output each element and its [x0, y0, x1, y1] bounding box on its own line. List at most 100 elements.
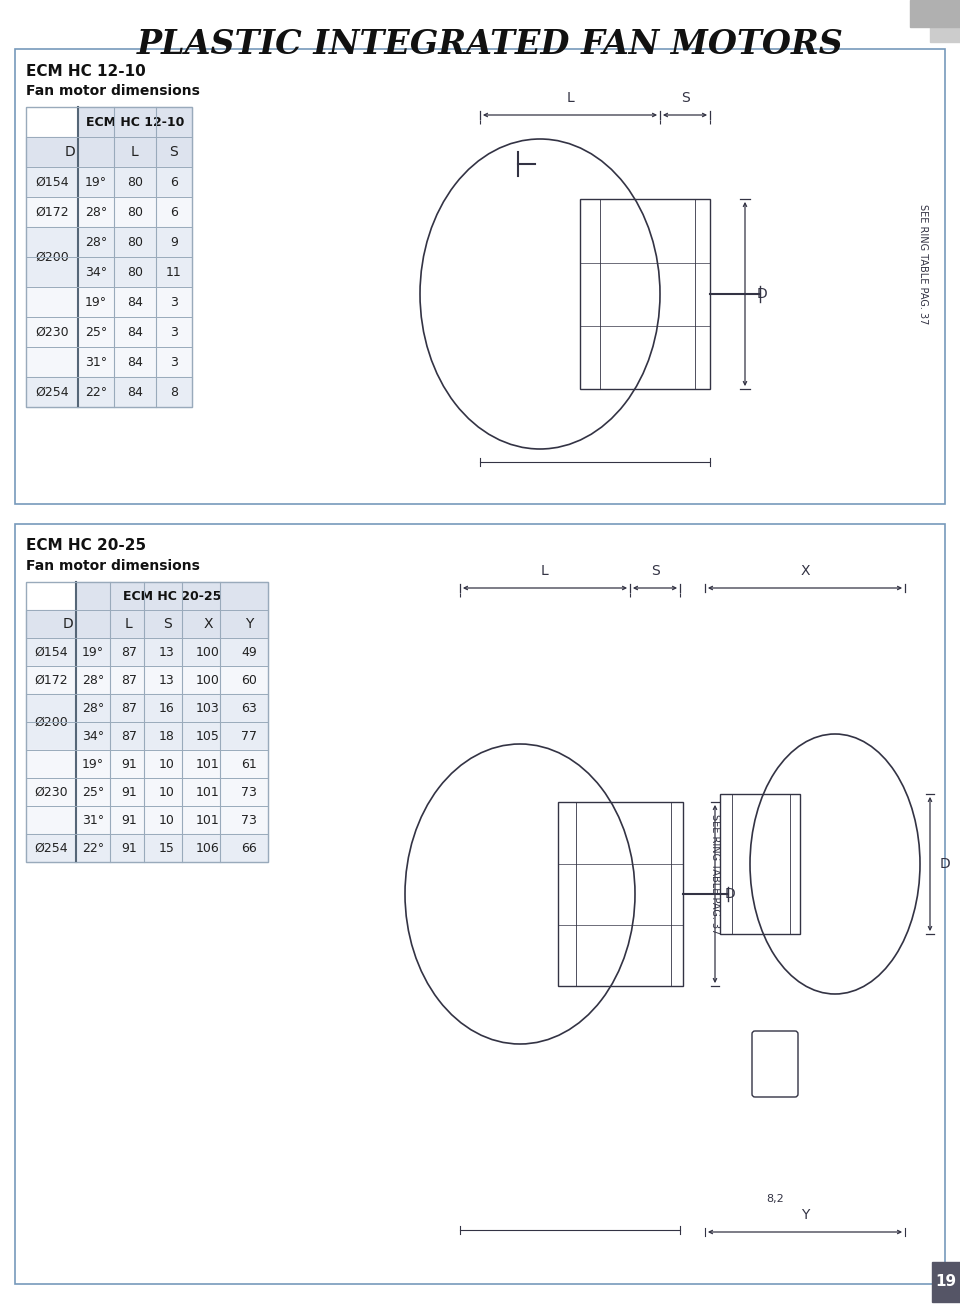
- Text: 31°: 31°: [84, 356, 108, 369]
- Bar: [26, 666, 268, 694]
- Text: 63: 63: [241, 702, 257, 715]
- Text: L: L: [566, 91, 574, 105]
- Text: S: S: [170, 146, 179, 159]
- Text: 34°: 34°: [84, 265, 108, 278]
- Text: X: X: [801, 564, 809, 579]
- Bar: [932, 1262, 960, 1302]
- Bar: [148, 610, 186, 638]
- Text: ECM HC 12-10: ECM HC 12-10: [85, 115, 184, 129]
- Bar: [26, 638, 268, 666]
- Text: S: S: [651, 564, 660, 579]
- Bar: [26, 750, 268, 778]
- Text: 28°: 28°: [84, 235, 108, 248]
- Text: 28°: 28°: [84, 206, 108, 219]
- Text: Fan motor dimensions: Fan motor dimensions: [26, 84, 200, 98]
- Text: 22°: 22°: [84, 386, 108, 399]
- Bar: [910, 0, 960, 28]
- Bar: [26, 834, 268, 862]
- Text: 106: 106: [196, 841, 220, 854]
- Bar: [26, 583, 268, 862]
- Text: 16: 16: [159, 702, 175, 715]
- Bar: [26, 778, 268, 806]
- Bar: [580, 199, 710, 388]
- Text: 31°: 31°: [82, 813, 104, 827]
- Bar: [26, 346, 192, 377]
- Text: 101: 101: [196, 813, 220, 827]
- Bar: [26, 257, 192, 287]
- Bar: [26, 610, 110, 638]
- Text: 19°: 19°: [82, 646, 104, 659]
- Text: 80: 80: [127, 235, 143, 248]
- Text: X: X: [204, 617, 213, 631]
- Text: 10: 10: [159, 786, 175, 799]
- Bar: [930, 22, 960, 42]
- Text: 105: 105: [196, 729, 220, 743]
- Text: 28°: 28°: [82, 702, 104, 715]
- Text: 22°: 22°: [82, 841, 104, 854]
- Bar: [156, 136, 192, 167]
- Text: 11: 11: [166, 265, 181, 278]
- Text: L: L: [125, 617, 132, 631]
- Text: 25°: 25°: [84, 325, 108, 338]
- Text: 73: 73: [241, 786, 257, 799]
- Text: Fan motor dimensions: Fan motor dimensions: [26, 559, 200, 573]
- Text: 19°: 19°: [84, 295, 108, 308]
- Text: 87: 87: [121, 702, 137, 715]
- Text: L: L: [132, 146, 139, 159]
- Text: Ø172: Ø172: [36, 206, 69, 219]
- Text: 91: 91: [121, 813, 137, 827]
- Text: 80: 80: [127, 176, 143, 189]
- Text: 100: 100: [196, 673, 220, 686]
- Bar: [26, 227, 192, 257]
- FancyBboxPatch shape: [15, 523, 945, 1284]
- Text: 10: 10: [159, 757, 175, 770]
- Text: Ø254: Ø254: [36, 386, 69, 399]
- Bar: [186, 610, 230, 638]
- Text: 3: 3: [170, 295, 178, 308]
- Text: D: D: [725, 887, 735, 901]
- Text: 84: 84: [127, 325, 143, 338]
- Text: Ø230: Ø230: [36, 325, 69, 338]
- Bar: [26, 136, 114, 167]
- Text: 91: 91: [121, 786, 137, 799]
- Text: D: D: [940, 857, 950, 871]
- Text: 77: 77: [241, 729, 257, 743]
- Text: Ø200: Ø200: [36, 251, 69, 264]
- Text: Y: Y: [801, 1208, 809, 1221]
- Text: 13: 13: [159, 646, 175, 659]
- Text: Ø254: Ø254: [35, 841, 68, 854]
- Text: L: L: [541, 564, 549, 579]
- Text: 80: 80: [127, 265, 143, 278]
- Text: 10: 10: [159, 813, 175, 827]
- Text: 18: 18: [159, 729, 175, 743]
- Text: ECM HC 20-25: ECM HC 20-25: [123, 589, 221, 602]
- Text: 9: 9: [170, 235, 178, 248]
- Text: 100: 100: [196, 646, 220, 659]
- Bar: [78, 108, 192, 136]
- Bar: [26, 167, 192, 197]
- Bar: [26, 694, 268, 722]
- Bar: [76, 583, 268, 610]
- Bar: [720, 794, 800, 934]
- Text: SEE RING TABLE PAG. 37: SEE RING TABLE PAG. 37: [918, 203, 928, 324]
- Text: Y: Y: [245, 617, 253, 631]
- Text: S: S: [681, 91, 689, 105]
- Bar: [26, 806, 268, 834]
- Bar: [114, 136, 156, 167]
- Bar: [26, 377, 192, 407]
- Text: Ø200: Ø200: [35, 715, 68, 728]
- Text: 73: 73: [241, 813, 257, 827]
- Text: 8: 8: [170, 386, 178, 399]
- Text: ECM HC 20-25: ECM HC 20-25: [26, 538, 146, 554]
- Text: 84: 84: [127, 386, 143, 399]
- Text: 87: 87: [121, 729, 137, 743]
- Text: 91: 91: [121, 841, 137, 854]
- Text: 87: 87: [121, 673, 137, 686]
- Text: 103: 103: [196, 702, 220, 715]
- Bar: [26, 108, 192, 407]
- Text: 60: 60: [241, 673, 257, 686]
- Text: 87: 87: [121, 646, 137, 659]
- Text: PLASTIC INTEGRATED FAN MOTORS: PLASTIC INTEGRATED FAN MOTORS: [136, 29, 844, 62]
- Bar: [26, 287, 192, 318]
- Bar: [110, 610, 148, 638]
